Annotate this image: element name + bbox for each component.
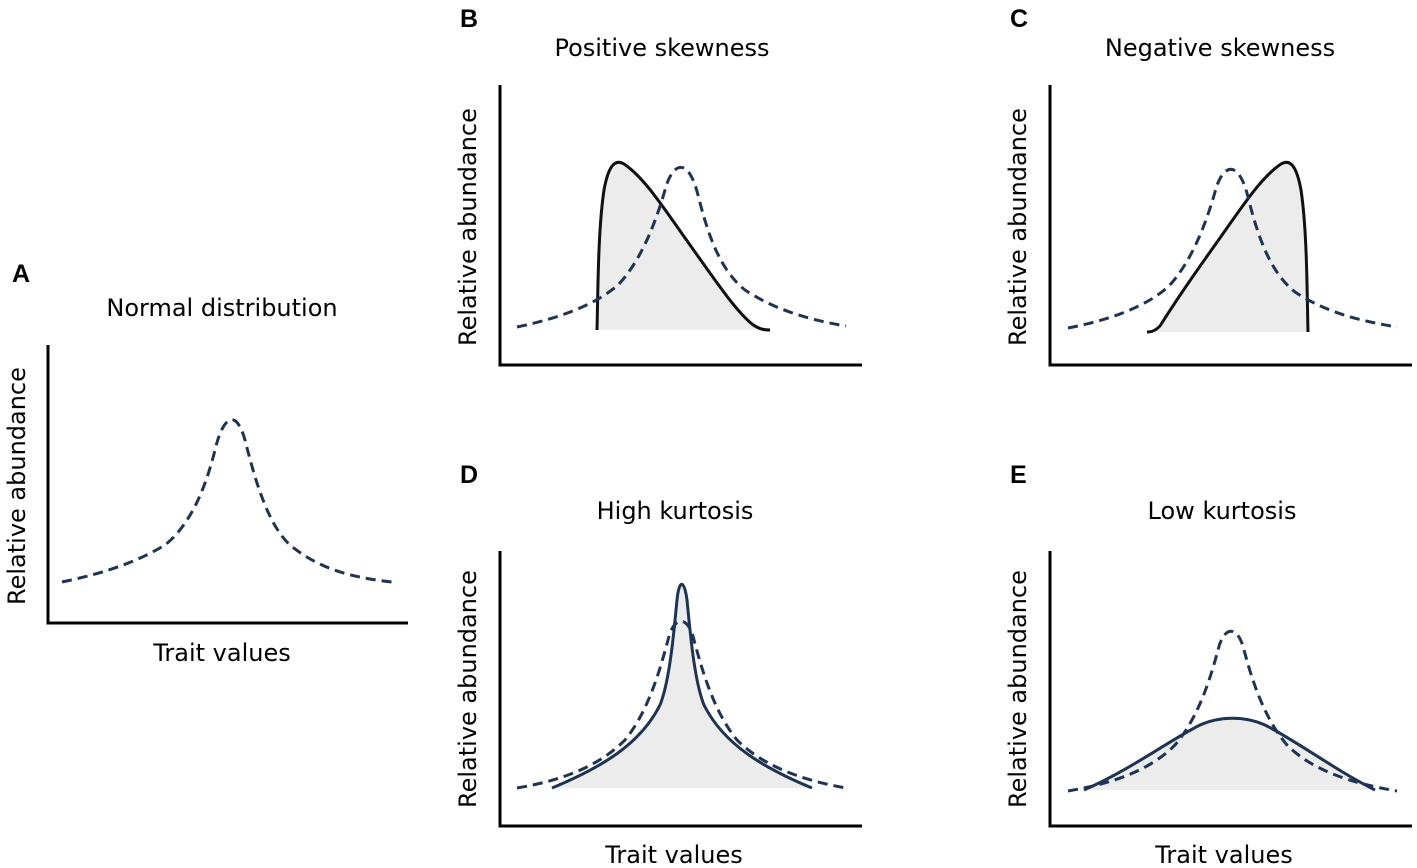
panel-d-title: High kurtosis xyxy=(596,497,754,525)
panel-a-title: Normal distribution xyxy=(106,294,338,322)
panel-b-ylabel: Relative abundance xyxy=(454,108,482,346)
panel-e-axes xyxy=(1048,551,1412,828)
panel-b-skewed-fill xyxy=(597,162,770,330)
panel-b-plot xyxy=(498,85,862,367)
panel-d-plot xyxy=(498,551,862,828)
panel-c-letter: C xyxy=(1010,5,1029,33)
panel-e-platykurtic-fill xyxy=(1084,718,1375,790)
panel-e-title: Low kurtosis xyxy=(1147,497,1297,525)
panel-b-skewed-curve xyxy=(595,160,771,332)
panel-b-reference-curve xyxy=(516,165,847,329)
panel-d-letter: D xyxy=(460,461,479,489)
panel-d-leptokurtic-curve xyxy=(551,582,813,790)
panel-d-xlabel: Trait values xyxy=(605,841,743,868)
panel-c-axes xyxy=(1048,85,1412,367)
panel-c-reference-curve xyxy=(1067,167,1398,330)
panel-a-reference-curve xyxy=(61,418,393,584)
panel-b-axes xyxy=(498,85,862,367)
panel-e-plot xyxy=(1048,551,1412,828)
panel-a-xlabel: Trait values xyxy=(153,639,291,667)
panel-b-letter: B xyxy=(460,5,479,33)
panel-c-title: Negative skewness xyxy=(1104,34,1336,62)
panel-a-letter: A xyxy=(12,260,31,288)
panel-e-letter: E xyxy=(1010,461,1027,489)
panel-a-plot xyxy=(46,345,408,625)
panel-e-reference-curve xyxy=(1067,629,1398,793)
panel-d-ylabel: Relative abundance xyxy=(454,570,482,808)
panel-d-leptokurtic-fill xyxy=(552,584,812,788)
panel-c-skewed-fill xyxy=(1147,162,1308,332)
panel-c-plot xyxy=(1048,85,1412,367)
panel-a-axes xyxy=(46,345,408,625)
panel-d-axes xyxy=(498,551,862,828)
panel-e-platykurtic-curve xyxy=(1083,716,1376,792)
panel-d-reference-curve xyxy=(516,619,847,790)
panel-b-title: Positive skewness xyxy=(554,34,770,62)
panel-c-skewed-curve xyxy=(1146,160,1310,334)
panel-e-xlabel: Trait values xyxy=(1155,841,1293,868)
panel-a-ylabel: Relative abundance xyxy=(3,367,31,605)
panel-e-ylabel: Relative abundance xyxy=(1004,570,1032,808)
panel-c-ylabel: Relative abundance xyxy=(1004,108,1032,346)
